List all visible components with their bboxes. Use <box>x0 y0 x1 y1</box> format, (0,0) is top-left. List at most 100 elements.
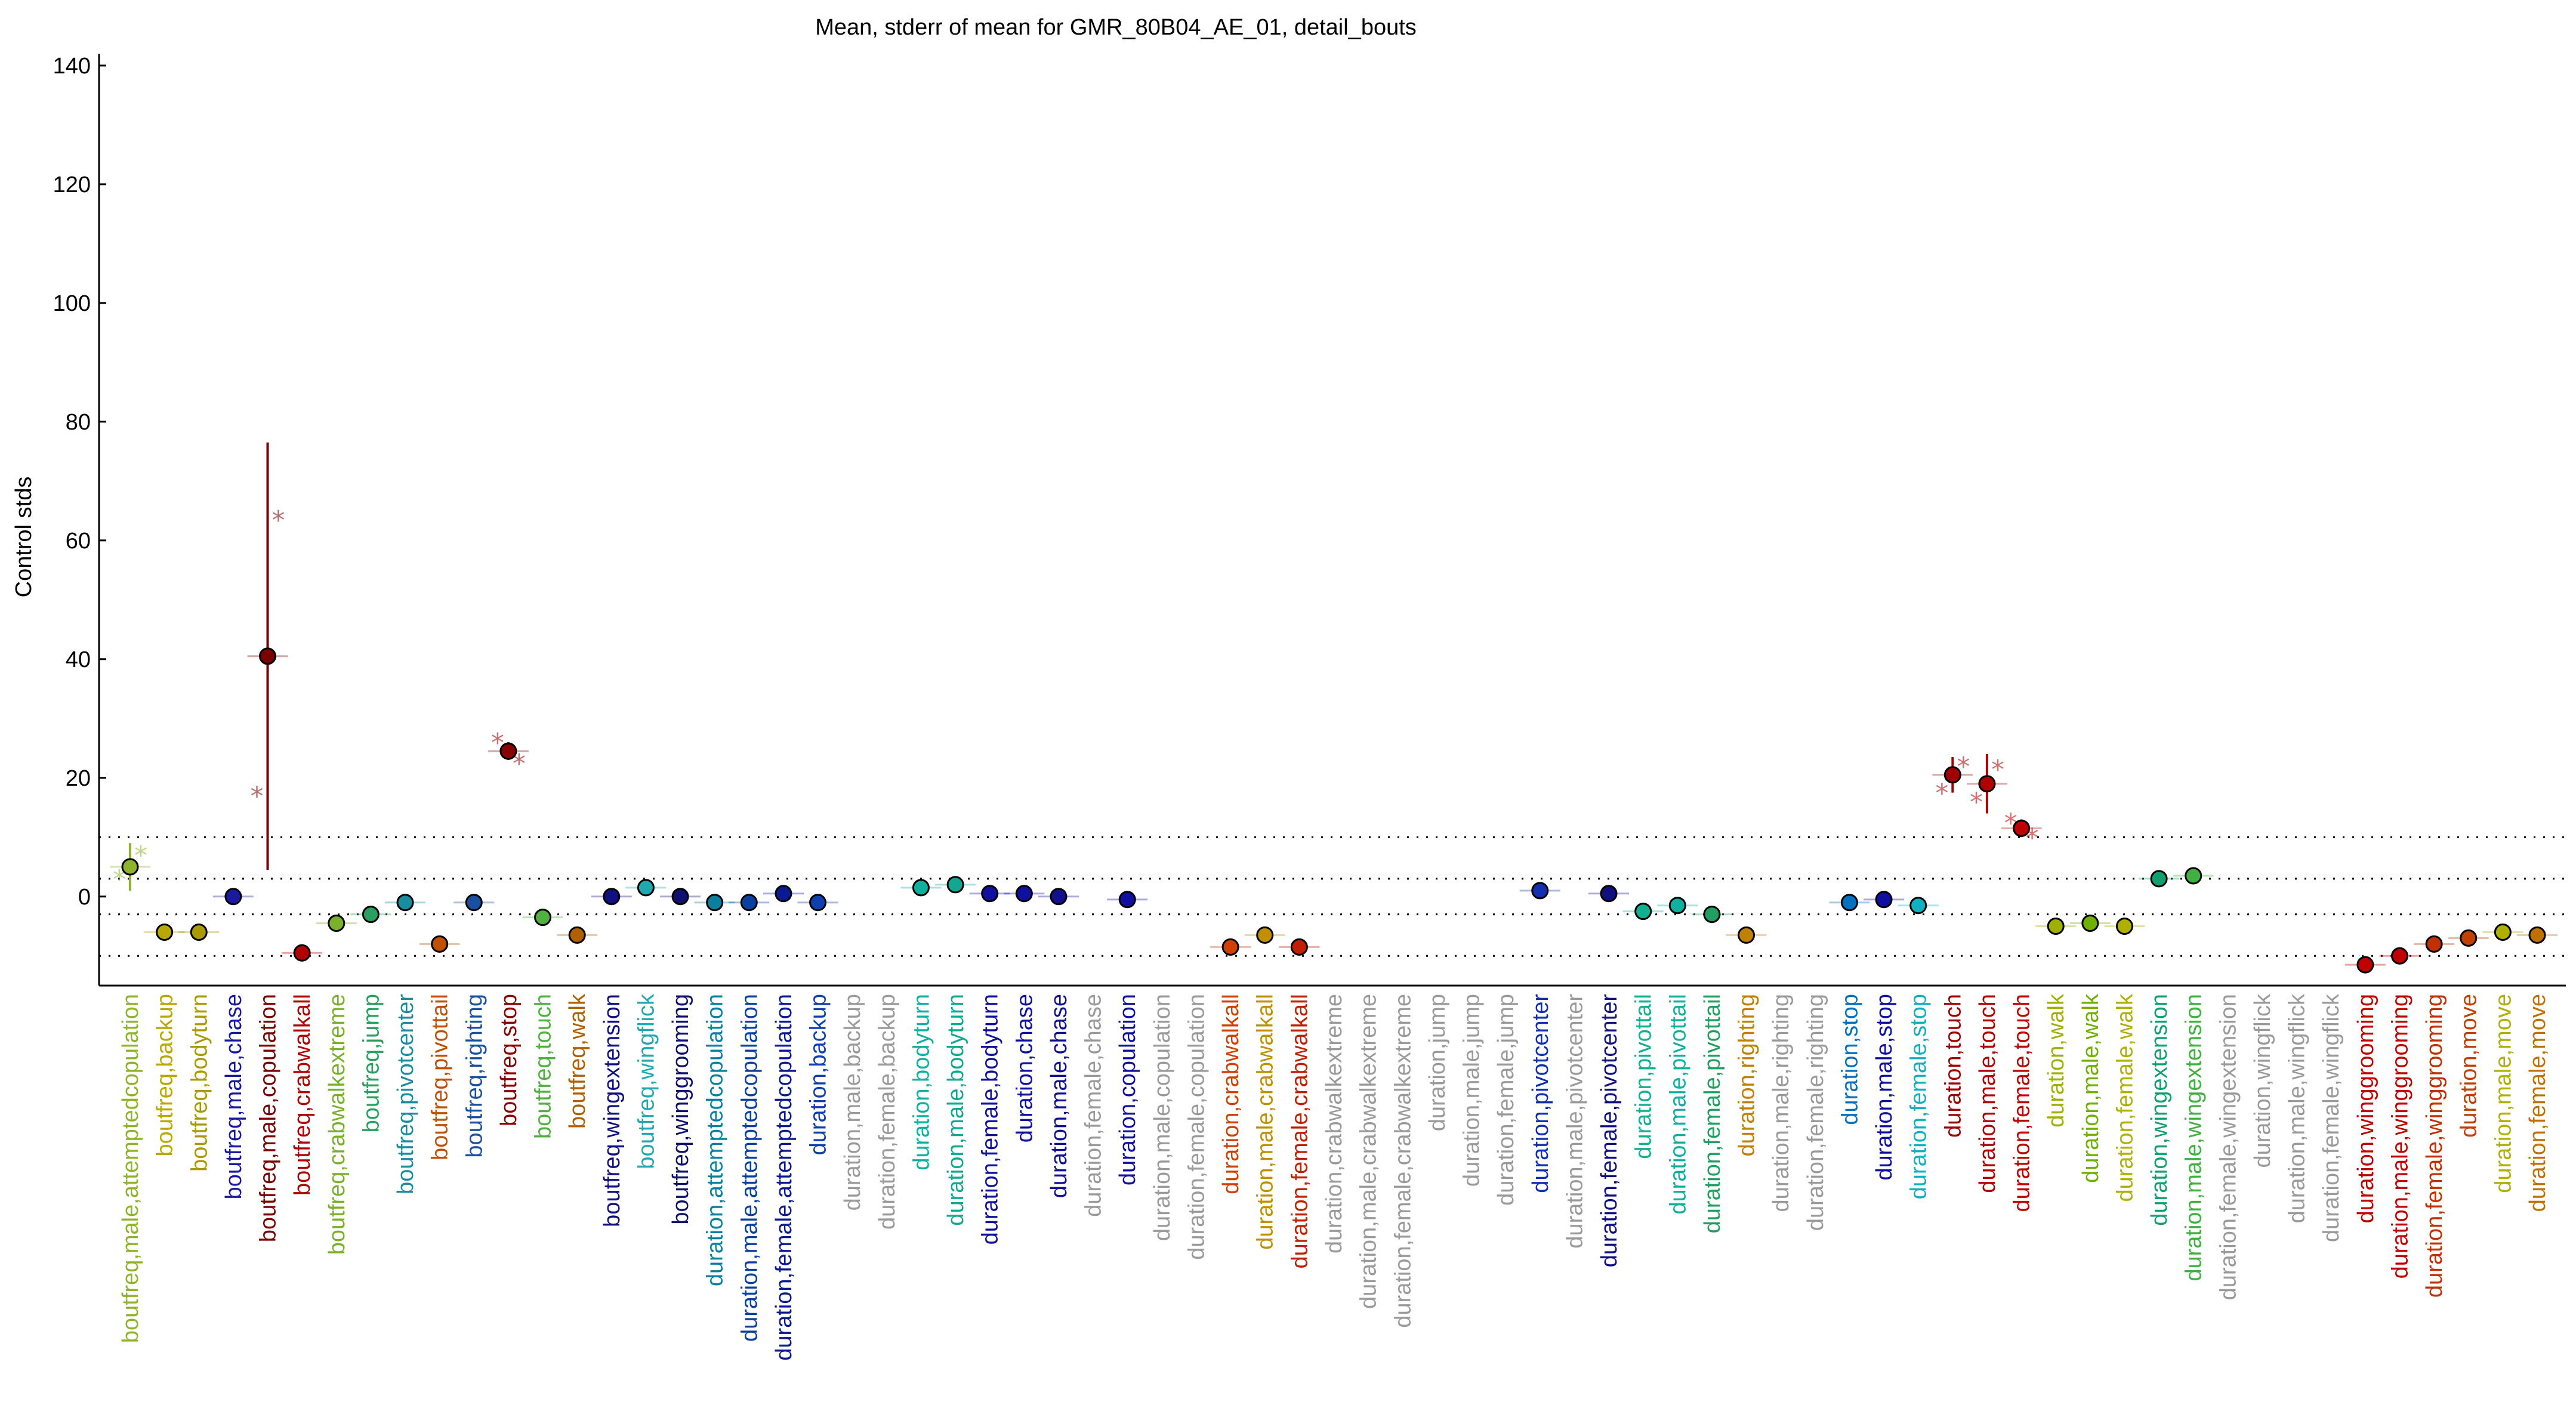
x-tick-label: duration,male,touch <box>1975 994 2000 1193</box>
replicate-marker: * <box>251 782 264 812</box>
x-tick-label: boutfreq,righting <box>462 994 487 1158</box>
x-tick-label: duration,female,wingextension <box>2216 994 2241 1300</box>
mean-marker <box>2047 918 2065 935</box>
mean-marker <box>499 742 517 760</box>
replicate-marker: * <box>272 505 285 536</box>
x-tick-label: boutfreq,stop <box>496 994 522 1126</box>
x-tick-label: boutfreq,male,copulation <box>256 994 281 1242</box>
mean-marker <box>1290 938 1308 956</box>
mean-marker <box>1840 894 1858 912</box>
x-tick-label: duration,female,wingflick <box>2319 993 2344 1242</box>
x-tick-label: duration,attemptedcopulation <box>703 994 728 1286</box>
mean-marker <box>2528 926 2546 944</box>
x-tick-label: duration,male,jump <box>1460 994 1485 1187</box>
x-tick-label: duration,female,jump <box>1494 994 1519 1206</box>
x-tick-label: duration,crabwalkextreme <box>1322 994 1347 1253</box>
x-tick-label: duration,female,winggrooming <box>2422 994 2447 1298</box>
mean-marker <box>981 885 999 903</box>
x-tick-label: duration,pivottail <box>1631 994 1656 1159</box>
x-tick-label: boutfreq,walk <box>565 993 590 1129</box>
mean-marker <box>2390 947 2408 965</box>
x-tick-label: boutfreq,pivotcenter <box>393 994 418 1194</box>
x-tick-label: duration,female,chase <box>1081 994 1106 1217</box>
mean-marker <box>706 894 724 912</box>
y-tick-label: 20 <box>66 766 91 791</box>
mean-marker <box>1118 891 1136 909</box>
replicate-points: *********** * <box>113 505 2039 895</box>
mean-marker <box>156 923 174 941</box>
x-tick-label: duration,female,backup <box>875 994 900 1230</box>
x-tick-label: duration,male,stop <box>1872 994 1897 1181</box>
mean-marker <box>946 876 964 894</box>
x-tick-label: boutfreq,pivottail <box>428 994 453 1160</box>
mean-marker <box>740 894 758 912</box>
mean-marker <box>431 935 449 953</box>
error-bars <box>110 442 2558 970</box>
x-tick-label: duration,male,bodyturn <box>943 994 968 1226</box>
x-tick-label: duration,wingflick <box>2250 993 2275 1168</box>
mean-marker <box>2081 915 2099 932</box>
x-tick-label: duration,female,touch <box>2010 994 2035 1212</box>
replicate-marker: * <box>513 749 526 779</box>
x-tick-label: duration,crabwalkall <box>1218 994 1244 1194</box>
mean-marker <box>1634 903 1652 921</box>
mean-marker <box>396 894 414 912</box>
x-tick-label: boutfreq,male,attemptedcopulation <box>118 994 143 1343</box>
x-tick-label: duration,male,pivotcenter <box>1562 994 1587 1249</box>
x-tick-label: duration,pivotcenter <box>1528 994 1553 1193</box>
mean-marker <box>1978 775 1996 793</box>
mean-marker <box>2013 819 2031 837</box>
x-tick-label: duration,male,copulation <box>1150 994 1175 1241</box>
y-tick-label: 0 <box>78 885 91 910</box>
y-tick-label: 40 <box>66 647 91 672</box>
y-tick-label: 120 <box>53 172 91 197</box>
chart-title: Mean, stderr of mean for GMR_80B04_AE_01… <box>815 15 1417 40</box>
mean-marker <box>293 944 311 962</box>
x-tick-label: duration,chase <box>1012 994 1037 1142</box>
mean-marker <box>603 888 621 906</box>
x-tick-label: duration,stop <box>1837 994 1862 1125</box>
mean-marker <box>2425 935 2443 953</box>
x-tick-label: duration,female,pivotcenter <box>1597 994 1622 1268</box>
axes <box>98 54 2566 987</box>
x-tick-label: duration,female,righting <box>1803 994 1828 1231</box>
x-tick-label: duration,female,bodyturn <box>978 994 1003 1244</box>
y-tick-label: 60 <box>66 529 91 554</box>
x-tick-label: duration,righting <box>1735 994 1760 1157</box>
x-tick-label: duration,male,wingextension <box>2182 994 2207 1281</box>
x-tick-label: boutfreq,crabwalkextreme <box>325 994 350 1255</box>
mean-marker <box>1875 891 1893 909</box>
mean-points <box>121 647 2546 974</box>
x-tick-label: duration,wingextension <box>2147 994 2172 1226</box>
mean-marker <box>224 888 242 906</box>
x-tick-label: boutfreq,crabwalkall <box>290 994 315 1196</box>
mean-marker <box>190 923 208 941</box>
mean-marker <box>809 894 827 912</box>
x-tick-label: duration,winggrooming <box>2353 994 2378 1223</box>
mean-marker <box>2460 929 2478 947</box>
y-tick-label: 140 <box>53 54 91 79</box>
x-tick-label: duration,female,attemptedcopulation <box>772 994 797 1361</box>
replicate-marker: * <box>1970 788 1983 818</box>
y-axis-label: Control stds <box>11 477 36 598</box>
mean-marker <box>2150 870 2168 888</box>
x-tick-label: boutfreq,male,chase <box>221 994 246 1199</box>
x-tick-label: boutfreq,jump <box>359 994 384 1132</box>
x-tick-label: duration,male,wingflick <box>2285 993 2310 1223</box>
y-ticks: 0 20 40 60 80 100 120 140 <box>53 54 106 910</box>
mean-marker <box>121 858 139 876</box>
mean-marker <box>1600 885 1618 903</box>
x-tick-label: duration,male,move <box>2491 994 2516 1193</box>
x-tick-label: duration,male,chase <box>1047 994 1072 1198</box>
x-tick-label: duration,male,winggrooming <box>2387 994 2413 1279</box>
mean-marker <box>328 915 345 932</box>
mean-marker <box>2356 956 2374 974</box>
y-tick-label: 80 <box>66 410 91 435</box>
replicate-marker: * <box>1991 755 2004 785</box>
x-tick-label: boutfreq,touch <box>531 994 556 1139</box>
x-tick-label: duration,male,pivottail <box>1665 994 1690 1215</box>
x-tick-label: boutfreq,wingflick <box>634 993 659 1169</box>
x-tick-label: duration,touch <box>1941 994 1966 1138</box>
x-tick-label: duration,male,walk <box>2078 993 2103 1183</box>
